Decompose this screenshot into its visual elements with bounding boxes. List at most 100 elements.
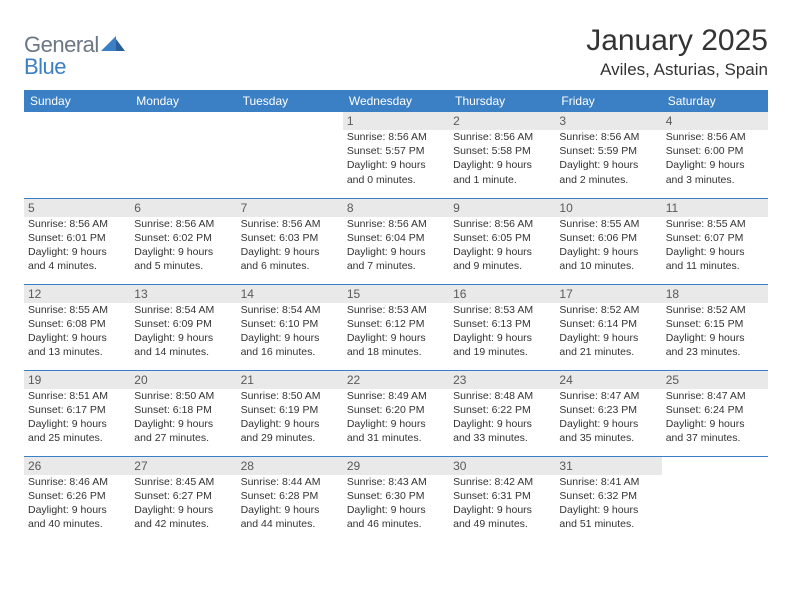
day-info: Sunrise: 8:56 AMSunset: 5:59 PMDaylight:… — [555, 130, 661, 191]
day-number: 14 — [237, 285, 343, 303]
day-info: Sunrise: 8:44 AMSunset: 6:28 PMDaylight:… — [237, 475, 343, 536]
month-title: January 2025 — [586, 24, 768, 58]
day-info: Sunrise: 8:51 AMSunset: 6:17 PMDaylight:… — [24, 389, 130, 450]
calendar-row: 5Sunrise: 8:56 AMSunset: 6:01 PMDaylight… — [24, 198, 768, 284]
calendar-cell: 28Sunrise: 8:44 AMSunset: 6:28 PMDayligh… — [237, 456, 343, 542]
day-number: 9 — [449, 199, 555, 217]
day-number: 4 — [662, 112, 768, 130]
day-number: 24 — [555, 371, 661, 389]
day-info: Sunrise: 8:42 AMSunset: 6:31 PMDaylight:… — [449, 475, 555, 536]
calendar-cell: 21Sunrise: 8:50 AMSunset: 6:19 PMDayligh… — [237, 370, 343, 456]
calendar-cell: 2Sunrise: 8:56 AMSunset: 5:58 PMDaylight… — [449, 112, 555, 198]
day-info: Sunrise: 8:52 AMSunset: 6:14 PMDaylight:… — [555, 303, 661, 364]
calendar-cell — [662, 456, 768, 542]
day-info: Sunrise: 8:56 AMSunset: 6:05 PMDaylight:… — [449, 217, 555, 278]
calendar-cell: 4Sunrise: 8:56 AMSunset: 6:00 PMDaylight… — [662, 112, 768, 198]
location: Aviles, Asturias, Spain — [586, 60, 768, 80]
calendar-cell: 6Sunrise: 8:56 AMSunset: 6:02 PMDaylight… — [130, 198, 236, 284]
day-of-week-header: Tuesday — [237, 90, 343, 112]
calendar-cell: 17Sunrise: 8:52 AMSunset: 6:14 PMDayligh… — [555, 284, 661, 370]
day-info: Sunrise: 8:50 AMSunset: 6:18 PMDaylight:… — [130, 389, 236, 450]
day-info: Sunrise: 8:56 AMSunset: 5:57 PMDaylight:… — [343, 130, 449, 191]
day-number: 6 — [130, 199, 236, 217]
day-number: 23 — [449, 371, 555, 389]
day-info: Sunrise: 8:43 AMSunset: 6:30 PMDaylight:… — [343, 475, 449, 536]
day-number: 8 — [343, 199, 449, 217]
day-info: Sunrise: 8:46 AMSunset: 6:26 PMDaylight:… — [24, 475, 130, 536]
day-info: Sunrise: 8:56 AMSunset: 6:00 PMDaylight:… — [662, 130, 768, 191]
day-number: 21 — [237, 371, 343, 389]
day-number: 28 — [237, 457, 343, 475]
day-of-week-header: Thursday — [449, 90, 555, 112]
calendar-cell: 19Sunrise: 8:51 AMSunset: 6:17 PMDayligh… — [24, 370, 130, 456]
day-number: 5 — [24, 199, 130, 217]
day-number: 1 — [343, 112, 449, 130]
calendar-cell: 27Sunrise: 8:45 AMSunset: 6:27 PMDayligh… — [130, 456, 236, 542]
calendar-row: 1Sunrise: 8:56 AMSunset: 5:57 PMDaylight… — [24, 112, 768, 198]
day-info: Sunrise: 8:55 AMSunset: 6:07 PMDaylight:… — [662, 217, 768, 278]
calendar-cell: 8Sunrise: 8:56 AMSunset: 6:04 PMDaylight… — [343, 198, 449, 284]
day-info: Sunrise: 8:48 AMSunset: 6:22 PMDaylight:… — [449, 389, 555, 450]
day-number: 31 — [555, 457, 661, 475]
day-info: Sunrise: 8:47 AMSunset: 6:24 PMDaylight:… — [662, 389, 768, 450]
calendar-cell: 25Sunrise: 8:47 AMSunset: 6:24 PMDayligh… — [662, 370, 768, 456]
day-number: 13 — [130, 285, 236, 303]
day-number: 30 — [449, 457, 555, 475]
calendar-cell: 5Sunrise: 8:56 AMSunset: 6:01 PMDaylight… — [24, 198, 130, 284]
day-info: Sunrise: 8:53 AMSunset: 6:12 PMDaylight:… — [343, 303, 449, 364]
calendar-cell: 18Sunrise: 8:52 AMSunset: 6:15 PMDayligh… — [662, 284, 768, 370]
calendar-cell: 15Sunrise: 8:53 AMSunset: 6:12 PMDayligh… — [343, 284, 449, 370]
calendar-cell: 3Sunrise: 8:56 AMSunset: 5:59 PMDaylight… — [555, 112, 661, 198]
calendar-cell: 12Sunrise: 8:55 AMSunset: 6:08 PMDayligh… — [24, 284, 130, 370]
calendar-cell: 22Sunrise: 8:49 AMSunset: 6:20 PMDayligh… — [343, 370, 449, 456]
day-info: Sunrise: 8:54 AMSunset: 6:10 PMDaylight:… — [237, 303, 343, 364]
day-number: 15 — [343, 285, 449, 303]
day-number: 12 — [24, 285, 130, 303]
calendar-table: SundayMondayTuesdayWednesdayThursdayFrid… — [24, 90, 768, 542]
day-info: Sunrise: 8:52 AMSunset: 6:15 PMDaylight:… — [662, 303, 768, 364]
day-info: Sunrise: 8:56 AMSunset: 6:03 PMDaylight:… — [237, 217, 343, 278]
day-number: 11 — [662, 199, 768, 217]
day-number: 7 — [237, 199, 343, 217]
calendar-cell: 1Sunrise: 8:56 AMSunset: 5:57 PMDaylight… — [343, 112, 449, 198]
day-info: Sunrise: 8:55 AMSunset: 6:08 PMDaylight:… — [24, 303, 130, 364]
day-info: Sunrise: 8:56 AMSunset: 6:01 PMDaylight:… — [24, 217, 130, 278]
calendar-cell — [130, 112, 236, 198]
calendar-cell: 14Sunrise: 8:54 AMSunset: 6:10 PMDayligh… — [237, 284, 343, 370]
calendar-cell: 9Sunrise: 8:56 AMSunset: 6:05 PMDaylight… — [449, 198, 555, 284]
calendar-cell: 16Sunrise: 8:53 AMSunset: 6:13 PMDayligh… — [449, 284, 555, 370]
calendar-body: 1Sunrise: 8:56 AMSunset: 5:57 PMDaylight… — [24, 112, 768, 542]
day-number: 22 — [343, 371, 449, 389]
day-number: 18 — [662, 285, 768, 303]
day-info: Sunrise: 8:45 AMSunset: 6:27 PMDaylight:… — [130, 475, 236, 536]
day-info: Sunrise: 8:47 AMSunset: 6:23 PMDaylight:… — [555, 389, 661, 450]
day-number: 2 — [449, 112, 555, 130]
day-of-week-header: Sunday — [24, 90, 130, 112]
calendar-cell — [24, 112, 130, 198]
day-number: 20 — [130, 371, 236, 389]
calendar-row: 12Sunrise: 8:55 AMSunset: 6:08 PMDayligh… — [24, 284, 768, 370]
calendar-cell: 11Sunrise: 8:55 AMSunset: 6:07 PMDayligh… — [662, 198, 768, 284]
calendar-row: 19Sunrise: 8:51 AMSunset: 6:17 PMDayligh… — [24, 370, 768, 456]
day-of-week-row: SundayMondayTuesdayWednesdayThursdayFrid… — [24, 90, 768, 112]
day-info: Sunrise: 8:56 AMSunset: 6:04 PMDaylight:… — [343, 217, 449, 278]
day-number: 25 — [662, 371, 768, 389]
calendar-cell: 24Sunrise: 8:47 AMSunset: 6:23 PMDayligh… — [555, 370, 661, 456]
calendar-cell: 23Sunrise: 8:48 AMSunset: 6:22 PMDayligh… — [449, 370, 555, 456]
day-number: 27 — [130, 457, 236, 475]
day-number: 17 — [555, 285, 661, 303]
logo: General — [24, 24, 127, 58]
calendar-cell: 30Sunrise: 8:42 AMSunset: 6:31 PMDayligh… — [449, 456, 555, 542]
calendar-cell: 20Sunrise: 8:50 AMSunset: 6:18 PMDayligh… — [130, 370, 236, 456]
day-info: Sunrise: 8:49 AMSunset: 6:20 PMDaylight:… — [343, 389, 449, 450]
day-of-week-header: Wednesday — [343, 90, 449, 112]
logo-triangle-icon — [101, 34, 125, 57]
day-number: 10 — [555, 199, 661, 217]
calendar-cell: 29Sunrise: 8:43 AMSunset: 6:30 PMDayligh… — [343, 456, 449, 542]
calendar-row: 26Sunrise: 8:46 AMSunset: 6:26 PMDayligh… — [24, 456, 768, 542]
day-info: Sunrise: 8:55 AMSunset: 6:06 PMDaylight:… — [555, 217, 661, 278]
calendar-cell: 26Sunrise: 8:46 AMSunset: 6:26 PMDayligh… — [24, 456, 130, 542]
calendar-cell: 7Sunrise: 8:56 AMSunset: 6:03 PMDaylight… — [237, 198, 343, 284]
day-info: Sunrise: 8:54 AMSunset: 6:09 PMDaylight:… — [130, 303, 236, 364]
day-number: 16 — [449, 285, 555, 303]
